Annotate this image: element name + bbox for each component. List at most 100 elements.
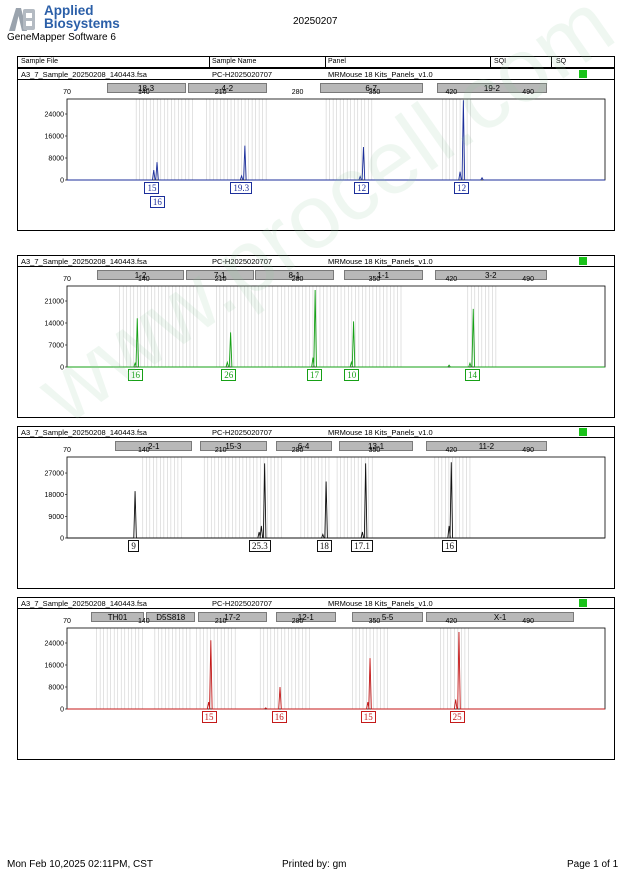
allele-label[interactable]: 25.3 bbox=[249, 540, 271, 552]
x-tick-label: 70 bbox=[63, 89, 71, 96]
y-tick-label: 21000 bbox=[45, 299, 65, 306]
locus-marker[interactable]: 15-3 bbox=[199, 441, 267, 451]
sq-status-indicator bbox=[579, 599, 587, 607]
locus-marker[interactable]: 12-1 bbox=[275, 612, 336, 622]
report-date: 20250207 bbox=[293, 16, 338, 27]
electropherogram-panel: A3_7_Sample_20250208_140443.fsa PC-H20250… bbox=[17, 255, 615, 418]
locus-marker[interactable]: 8-1 bbox=[254, 270, 334, 280]
allele-label[interactable]: 19.3 bbox=[230, 182, 253, 194]
electropherogram-panel: A3_7_Sample_20250208_140443.fsa PC-H20250… bbox=[17, 426, 615, 589]
allele-label[interactable]: 16 bbox=[127, 369, 143, 381]
locus-marker[interactable]: 6-4 bbox=[275, 441, 332, 451]
locus-marker[interactable]: 11-2 bbox=[426, 441, 547, 451]
allele-label[interactable]: 25 bbox=[449, 711, 465, 723]
locus-marker[interactable]: 1-2 bbox=[96, 270, 185, 280]
allele-label[interactable]: 18 bbox=[316, 540, 332, 552]
x-tick-label: 420 bbox=[445, 618, 457, 625]
sample-row: A3_7_Sample_20250208_140443.fsa PC-H20250… bbox=[18, 427, 614, 438]
allele-label[interactable]: 10 bbox=[344, 369, 360, 381]
allele-label[interactable]: 17.1 bbox=[351, 540, 373, 552]
locus-marker[interactable]: TH01 bbox=[91, 612, 144, 622]
locus-marker[interactable]: 7-1 bbox=[185, 270, 254, 280]
allele-label[interactable]: 12 bbox=[454, 182, 470, 194]
sample-row: A3_7_Sample_20250208_140443.fsa PC-H20250… bbox=[18, 69, 614, 80]
trace-line bbox=[67, 462, 605, 539]
x-tick-label: 210 bbox=[215, 447, 227, 454]
y-tick-label: 16000 bbox=[45, 663, 65, 670]
allele-label[interactable]: 15 bbox=[360, 711, 376, 723]
x-tick-label: 280 bbox=[292, 276, 304, 283]
trace-line bbox=[67, 100, 605, 181]
allele-label[interactable]: 16 bbox=[271, 711, 287, 723]
y-tick-label: 0 bbox=[60, 536, 64, 543]
x-tick-label: 140 bbox=[138, 89, 150, 96]
locus-marker[interactable]: 3-2 bbox=[434, 270, 547, 280]
electropherogram-plot: 70 140 210 280 350 420 490 21000 14000 7000 0 bbox=[45, 276, 606, 372]
panel-name: MRMouse 18 Kits_Panels_v1.0 bbox=[328, 599, 433, 608]
locus-marker[interactable]: X-1 bbox=[426, 612, 575, 622]
allele-label[interactable]: 26 bbox=[221, 369, 237, 381]
x-tick-label: 70 bbox=[63, 618, 71, 625]
y-tick-label: 0 bbox=[60, 365, 64, 372]
sq-status-indicator bbox=[579, 257, 587, 265]
sq-status-indicator bbox=[579, 70, 587, 78]
locus-marker[interactable]: D5S818 bbox=[146, 612, 196, 622]
x-tick-label: 350 bbox=[369, 89, 381, 96]
locus-marker[interactable]: 17-2 bbox=[197, 612, 267, 622]
panel-name: MRMouse 18 Kits_Panels_v1.0 bbox=[328, 70, 433, 79]
locus-marker[interactable]: 13-1 bbox=[339, 441, 413, 451]
plot-frame bbox=[66, 98, 606, 181]
column-sample-name: Sample Name bbox=[212, 58, 257, 65]
y-tick-label: 7000 bbox=[48, 343, 64, 350]
y-tick-label: 24000 bbox=[45, 641, 65, 648]
allele-label[interactable]: 15 bbox=[144, 182, 160, 194]
applied-biosystems-logo bbox=[9, 8, 35, 31]
x-tick-label: 140 bbox=[138, 447, 150, 454]
x-tick-label: 420 bbox=[445, 276, 457, 283]
brand-name: Applied Biosystems bbox=[44, 3, 120, 31]
sample-file: A3_7_Sample_20250208_140443.fsa bbox=[21, 257, 147, 266]
y-tick-label: 0 bbox=[60, 707, 64, 714]
locus-marker[interactable]: 18-3 bbox=[106, 83, 186, 93]
sq-status-indicator bbox=[579, 428, 587, 436]
locus-marker[interactable]: 6-7 bbox=[319, 83, 423, 93]
allele-label[interactable]: 9 bbox=[128, 540, 139, 552]
y-tick-label: 18000 bbox=[45, 492, 65, 499]
locus-marker[interactable]: 2-1 bbox=[115, 441, 193, 451]
column-sample-file: Sample File bbox=[21, 58, 58, 65]
locus-marker[interactable]: 5-5 bbox=[352, 612, 423, 622]
x-tick-label: 490 bbox=[522, 447, 534, 454]
x-tick-label: 210 bbox=[215, 618, 227, 625]
x-tick-label: 140 bbox=[138, 276, 150, 283]
page-number: Page 1 of 1 bbox=[567, 859, 619, 870]
trace-line bbox=[67, 631, 605, 710]
sample-row: A3_7_Sample_20250208_140443.fsa PC-H20250… bbox=[18, 256, 614, 267]
y-tick-label: 8000 bbox=[48, 685, 64, 692]
column-sq: SQ bbox=[556, 58, 567, 65]
x-tick-label: 350 bbox=[369, 447, 381, 454]
printed-by: Printed by: gm bbox=[282, 859, 347, 870]
allele-label[interactable]: 14 bbox=[465, 369, 481, 381]
allele-label[interactable]: 16 bbox=[441, 540, 457, 552]
panel-name: MRMouse 18 Kits_Panels_v1.0 bbox=[328, 257, 433, 266]
x-tick-label: 490 bbox=[522, 89, 534, 96]
x-tick-label: 280 bbox=[292, 447, 304, 454]
sample-name: PC-H2025020707 bbox=[212, 70, 273, 79]
sample-file: A3_7_Sample_20250208_140443.fsa bbox=[21, 70, 147, 79]
plot-frame bbox=[66, 456, 606, 539]
y-tick-label: 16000 bbox=[45, 134, 65, 141]
x-tick-label: 70 bbox=[63, 447, 71, 454]
locus-marker[interactable]: 19-2 bbox=[437, 83, 547, 93]
sample-name: PC-H2025020707 bbox=[212, 257, 273, 266]
x-tick-label: 210 bbox=[215, 276, 227, 283]
plot-frame bbox=[66, 627, 606, 710]
allele-label[interactable]: 12 bbox=[354, 182, 370, 194]
locus-marker[interactable]: 4-2 bbox=[187, 83, 267, 93]
locus-marker[interactable]: 1-1 bbox=[343, 270, 423, 280]
y-tick-label: 9000 bbox=[48, 514, 64, 521]
allele-label[interactable]: 17 bbox=[306, 369, 322, 381]
x-tick-label: 490 bbox=[522, 276, 534, 283]
allele-label[interactable]: 16 bbox=[149, 196, 165, 208]
sample-name: PC-H2025020707 bbox=[212, 599, 273, 608]
allele-label[interactable]: 15 bbox=[201, 711, 217, 723]
